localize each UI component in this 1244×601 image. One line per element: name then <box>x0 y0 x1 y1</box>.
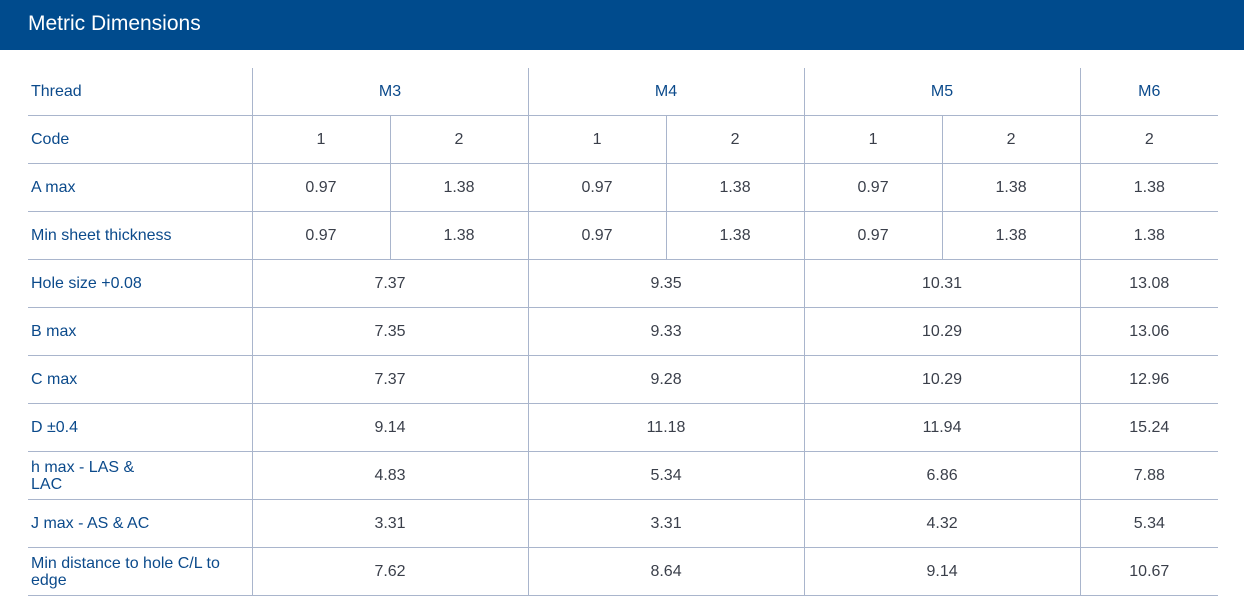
value-cell: 11.18 <box>527 403 805 452</box>
value-cell: 12.96 <box>1079 355 1219 404</box>
dimensions-table: Thread M3 M4 M5 M6 Code 1 2 1 2 1 2 2 A max 0.97 1.38 0.… <box>28 68 1219 596</box>
value-cell: 1.38 <box>941 163 1081 212</box>
value-cell: 1.38 <box>389 163 529 212</box>
value-cell: 7.88 <box>1079 451 1219 500</box>
table-row: J max - AS & AC 3.31 3.31 4.32 5.34 <box>28 499 1219 548</box>
table-body: Thread M3 M4 M5 M6 Code 1 2 1 2 1 2 2 A max 0.97 1.38 0.… <box>28 68 1219 596</box>
value-cell: 2 <box>941 115 1081 164</box>
value-cell: M4 <box>527 68 805 116</box>
value-cell: 4.83 <box>251 451 529 500</box>
title: Metric Dimensions <box>28 12 201 35</box>
value-cell: 9.28 <box>527 355 805 404</box>
table-row: Thread M3 M4 M5 M6 <box>28 68 1219 116</box>
title-bar: Metric Dimensions <box>0 0 1244 50</box>
row-label-cell: B max <box>28 307 252 356</box>
value-cell: 2 <box>1079 115 1219 164</box>
value-cell: 0.97 <box>803 163 943 212</box>
row-label-cell: Thread <box>28 68 252 116</box>
row-label: Min sheet thickness <box>31 227 172 244</box>
row-label-cell: A max <box>28 163 252 212</box>
value-cell: 9.14 <box>251 403 529 452</box>
row-label-cell: C max <box>28 355 252 404</box>
row-label: Code <box>31 131 70 148</box>
value-cell: 1.38 <box>941 211 1081 260</box>
row-label: Hole size +0.08 <box>31 275 142 292</box>
value-cell: 10.31 <box>803 259 1081 308</box>
value-cell: 13.08 <box>1079 259 1219 308</box>
table-row: D ±0.4 9.14 11.18 11.94 15.24 <box>28 403 1219 452</box>
row-label: B max <box>31 323 77 340</box>
value-cell: 13.06 <box>1079 307 1219 356</box>
row-label-cell: h max - LAS & LAC <box>28 451 252 500</box>
value-cell: 0.97 <box>527 211 667 260</box>
value-cell: 3.31 <box>527 499 805 548</box>
value-cell: 2 <box>389 115 529 164</box>
row-label: A max <box>31 179 76 196</box>
value-cell: 0.97 <box>251 163 390 212</box>
row-label: J max - AS & AC <box>31 515 150 532</box>
row-label: D ±0.4 <box>31 419 79 436</box>
value-cell: 10.29 <box>803 355 1081 404</box>
table-row: Code 1 2 1 2 1 2 2 <box>28 115 1219 164</box>
value-cell: 9.14 <box>803 547 1081 596</box>
value-cell: 2 <box>665 115 805 164</box>
row-label: h max - LAS & LAC <box>31 458 135 493</box>
value-cell: 1.38 <box>1079 211 1219 260</box>
value-cell: 1 <box>803 115 943 164</box>
value-cell: M5 <box>803 68 1081 116</box>
row-label-cell: J max - AS & AC <box>28 499 252 548</box>
value-cell: 1 <box>251 115 390 164</box>
row-label-cell: Hole size +0.08 <box>28 259 252 308</box>
value-cell: M6 <box>1079 68 1219 116</box>
value-cell: 1.38 <box>389 211 529 260</box>
table-row: B max 7.35 9.33 10.29 13.06 <box>28 307 1219 356</box>
value-cell: 7.37 <box>251 259 529 308</box>
value-cell: 10.67 <box>1079 547 1219 596</box>
table-row: Hole size +0.08 7.37 9.35 10.31 13.08 <box>28 259 1219 308</box>
value-cell: 1.38 <box>1079 163 1219 212</box>
value-cell: 15.24 <box>1079 403 1219 452</box>
table-row: Min distance to hole C/L to edge 7.62 8.64… <box>28 547 1219 596</box>
row-label-cell: D ±0.4 <box>28 403 252 452</box>
value-cell: 5.34 <box>527 451 805 500</box>
table-row: C max 7.37 9.28 10.29 12.96 <box>28 355 1219 404</box>
value-cell: 1 <box>527 115 667 164</box>
value-cell: 1.38 <box>665 163 805 212</box>
value-cell: 5.34 <box>1079 499 1219 548</box>
value-cell: 7.37 <box>251 355 529 404</box>
row-label-cell: Min sheet thickness <box>28 211 252 260</box>
row-label-cell: Min distance to hole C/L to edge <box>28 547 252 596</box>
row-label-cell: Code <box>28 115 252 164</box>
table-row: h max - LAS & LAC 4.83 5.34 6.86 7.88 <box>28 451 1219 500</box>
value-cell: 0.97 <box>527 163 667 212</box>
value-cell: M3 <box>251 68 529 116</box>
value-cell: 7.35 <box>251 307 529 356</box>
value-cell: 8.64 <box>527 547 805 596</box>
row-label: C max <box>31 371 78 388</box>
value-cell: 10.29 <box>803 307 1081 356</box>
value-cell: 1.38 <box>665 211 805 260</box>
value-cell: 7.62 <box>251 547 529 596</box>
row-label: Thread <box>31 83 82 100</box>
value-cell: 11.94 <box>803 403 1081 452</box>
row-label: Min distance to hole C/L to edge <box>31 554 220 589</box>
value-cell: 9.33 <box>527 307 805 356</box>
table-row: A max 0.97 1.38 0.97 1.38 0.97 1.38 1.38 <box>28 163 1219 212</box>
value-cell: 9.35 <box>527 259 805 308</box>
value-cell: 0.97 <box>803 211 943 260</box>
value-cell: 3.31 <box>251 499 529 548</box>
value-cell: 4.32 <box>803 499 1081 548</box>
value-cell: 6.86 <box>803 451 1081 500</box>
value-cell: 0.97 <box>251 211 390 260</box>
table-row: Min sheet thickness 0.97 1.38 0.97 1.38 0.97 1… <box>28 211 1219 260</box>
